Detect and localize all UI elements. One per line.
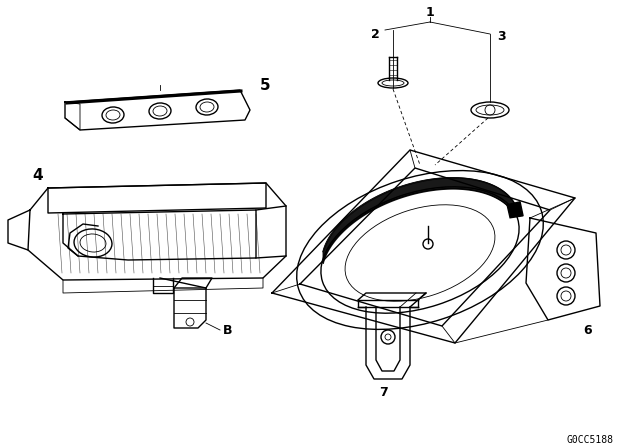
Text: 3: 3 — [498, 30, 506, 43]
Text: 2: 2 — [371, 27, 380, 40]
Polygon shape — [507, 202, 523, 218]
Text: 1: 1 — [426, 5, 435, 18]
Text: 7: 7 — [379, 387, 387, 400]
Text: 4: 4 — [33, 168, 44, 182]
Text: G0CC5188: G0CC5188 — [566, 435, 614, 445]
Text: B: B — [223, 323, 233, 336]
Text: 6: 6 — [584, 323, 592, 336]
Text: 5: 5 — [260, 78, 270, 92]
